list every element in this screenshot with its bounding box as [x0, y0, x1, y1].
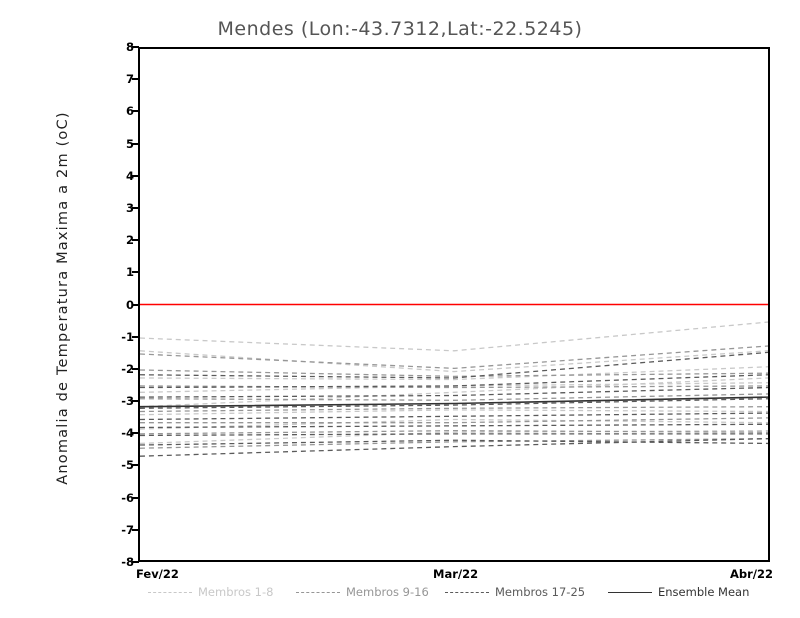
series-line: [140, 385, 768, 389]
legend-item[interactable]: Ensemble Mean: [608, 585, 749, 599]
series-line: [140, 393, 768, 401]
y-tick-label: 8: [125, 40, 134, 54]
x-tick-label: Abr/22: [730, 567, 774, 581]
series-line: [140, 423, 768, 429]
legend-label: Membros 1-8: [198, 585, 274, 599]
series-line: [140, 430, 768, 435]
y-tick-mark: [132, 367, 139, 370]
y-tick-mark: [132, 46, 139, 48]
y-tick-label: 6: [125, 104, 134, 119]
legend-label: Ensemble Mean: [658, 585, 750, 599]
series-line: [140, 439, 768, 446]
y-tick-mark: [132, 464, 139, 467]
series-line: [140, 366, 768, 381]
y-tick-mark: [132, 78, 139, 81]
y-tick-label: -5: [121, 458, 134, 473]
series-line: [140, 350, 768, 373]
series-line: [140, 369, 768, 378]
legend-item[interactable]: Membros 9-16: [296, 585, 429, 599]
legend-item[interactable]: Membros 17-25: [445, 585, 585, 599]
series-line: [140, 377, 768, 408]
series-line: [140, 433, 768, 437]
series-line: [140, 345, 768, 370]
series-line: [140, 386, 768, 398]
y-tick-mark: [132, 528, 139, 531]
legend-swatch-icon: [608, 591, 652, 593]
series-line: [140, 409, 768, 416]
y-tick-mark: [132, 432, 139, 435]
chart-legend: Membros 1-8 Membros 9-16 Membros 17-25 Ense…: [138, 585, 770, 605]
y-tick-label: 7: [125, 72, 134, 87]
y-tick-label: -4: [121, 426, 134, 441]
chart-title: Mendes (Lon:-43.7312,Lat:-22.5245): [217, 18, 583, 40]
y-tick-mark: [132, 110, 139, 113]
y-tick-mark: [132, 206, 139, 209]
y-tick-mark: [132, 271, 139, 274]
x-tick-label: Mar/22: [433, 567, 479, 581]
y-tick-mark: [132, 561, 139, 563]
legend-label: Membros 9-16: [346, 585, 429, 599]
y-tick-mark: [132, 496, 139, 499]
y-tick-mark: [132, 335, 139, 338]
y-tick-mark: [132, 303, 139, 306]
y-tick-label: 1: [125, 265, 134, 280]
y-tick-label: 2: [125, 233, 134, 248]
series-line: [140, 374, 768, 389]
legend-swatch-icon: [148, 591, 192, 593]
y-tick-label: 5: [125, 136, 134, 151]
series-line: [140, 437, 768, 449]
y-tick-label: -3: [121, 394, 134, 409]
legend-swatch-icon: [296, 591, 340, 593]
series-line: [140, 417, 768, 424]
legend-item[interactable]: Membros 1-8: [148, 585, 273, 599]
series-line: [140, 437, 768, 457]
series-line: [140, 406, 768, 413]
y-axis-label: Anomalia de Temperatura Maxima a 2m (oC): [55, 111, 71, 485]
y-tick-mark: [132, 400, 139, 403]
y-tick-mark: [132, 239, 139, 242]
series-line: [140, 418, 768, 430]
y-axis-tick-labels: 8 7 6 5 4 3 2 1 0 -1 -2 -3 -4 -5 -6 -7 -8: [96, 0, 134, 618]
series-lines: [140, 303, 768, 457]
series-line: [140, 351, 768, 379]
legend-label: Membros 17-25: [495, 585, 586, 599]
series-line: [140, 412, 768, 421]
y-tick-label: 4: [125, 168, 134, 183]
y-tick-label: 0: [125, 297, 134, 312]
x-tick-label: Fev/22: [136, 567, 179, 581]
y-tick-label: -6: [121, 490, 134, 505]
y-tick-label: -1: [121, 329, 134, 344]
plot-area: [138, 47, 770, 562]
legend-swatch-icon: [445, 591, 489, 593]
y-tick-label: -2: [121, 361, 134, 376]
y-tick-mark: [132, 142, 139, 145]
series-line: [140, 321, 768, 352]
y-tick-label: -8: [121, 555, 134, 569]
series-line: [140, 398, 768, 409]
y-tick-mark: [132, 174, 139, 177]
y-tick-label: 3: [125, 200, 134, 215]
y-tick-label: -7: [121, 522, 134, 537]
series-line: [140, 396, 768, 408]
